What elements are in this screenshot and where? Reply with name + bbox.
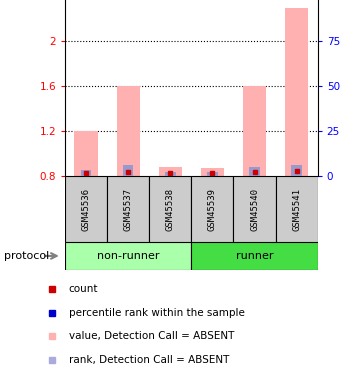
Text: GSM45538: GSM45538 bbox=[166, 188, 175, 231]
Text: protocol: protocol bbox=[4, 251, 49, 261]
Bar bbox=[81, 170, 91, 176]
Text: count: count bbox=[69, 284, 98, 294]
Bar bbox=[201, 168, 224, 176]
Text: GSM45537: GSM45537 bbox=[124, 188, 132, 231]
Text: rank, Detection Call = ABSENT: rank, Detection Call = ABSENT bbox=[69, 354, 229, 364]
Bar bbox=[191, 242, 318, 270]
Bar bbox=[291, 165, 302, 176]
Text: runner: runner bbox=[236, 251, 273, 261]
Bar bbox=[65, 176, 107, 242]
Bar bbox=[74, 131, 97, 176]
Text: GSM45541: GSM45541 bbox=[292, 188, 301, 231]
Bar bbox=[65, 242, 191, 270]
Bar bbox=[165, 172, 175, 176]
Bar bbox=[207, 172, 218, 176]
Bar bbox=[191, 176, 234, 242]
Bar bbox=[159, 167, 182, 176]
Bar bbox=[275, 176, 318, 242]
Text: non-runner: non-runner bbox=[97, 251, 160, 261]
Bar bbox=[285, 8, 308, 176]
Bar bbox=[243, 86, 266, 176]
Text: GSM45536: GSM45536 bbox=[82, 188, 91, 231]
Bar bbox=[234, 176, 275, 242]
Text: GSM45539: GSM45539 bbox=[208, 188, 217, 231]
Text: value, Detection Call = ABSENT: value, Detection Call = ABSENT bbox=[69, 331, 234, 341]
Bar bbox=[117, 86, 140, 176]
Bar bbox=[249, 167, 260, 176]
Text: percentile rank within the sample: percentile rank within the sample bbox=[69, 308, 244, 318]
Bar bbox=[123, 165, 134, 176]
Bar bbox=[149, 176, 191, 242]
Bar bbox=[107, 176, 149, 242]
Text: GSM45540: GSM45540 bbox=[250, 188, 259, 231]
